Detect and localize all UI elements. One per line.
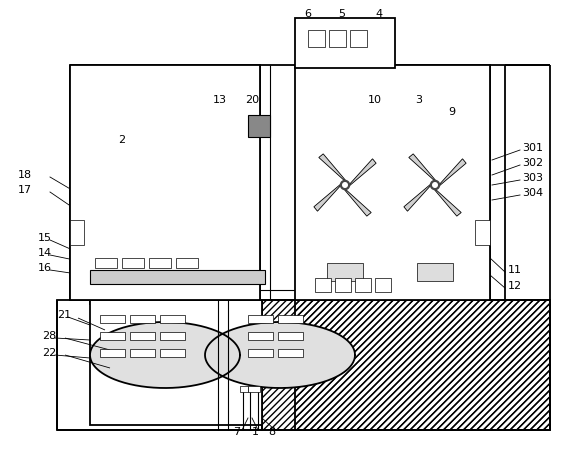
Text: 7: 7 [233, 427, 240, 437]
Text: 302: 302 [522, 158, 543, 168]
Ellipse shape [90, 322, 240, 388]
Polygon shape [319, 154, 346, 181]
Bar [295, 18, 395, 68]
Text: 18: 18 [18, 170, 32, 180]
Bar [95, 258, 117, 268]
Text: 3: 3 [415, 95, 422, 105]
Bar [295, 65, 490, 300]
Bar [160, 349, 185, 357]
Text: 4: 4 [375, 9, 382, 19]
Bar [248, 115, 270, 137]
Polygon shape [439, 159, 466, 186]
Bar [130, 315, 155, 323]
Bar [160, 332, 185, 340]
Polygon shape [409, 154, 436, 181]
Text: 304: 304 [522, 188, 543, 198]
Circle shape [343, 183, 347, 188]
Bar [130, 349, 155, 357]
Text: 12: 12 [508, 281, 522, 291]
Text: 21: 21 [57, 310, 71, 320]
Text: 11: 11 [508, 265, 522, 275]
Text: 5: 5 [338, 9, 345, 19]
Bar [278, 332, 303, 340]
Bar [248, 386, 260, 392]
Circle shape [433, 183, 437, 188]
Text: 8: 8 [269, 427, 276, 437]
Bar [327, 263, 363, 281]
Text: 22: 22 [42, 348, 56, 358]
Bar [308, 30, 325, 47]
Text: 15: 15 [38, 233, 52, 243]
Circle shape [340, 180, 350, 190]
Bar [240, 386, 248, 392]
Bar [262, 300, 550, 430]
Bar [70, 220, 84, 245]
Bar [278, 349, 303, 357]
Text: 303: 303 [522, 173, 543, 183]
Bar [248, 315, 273, 323]
Bar [90, 270, 265, 284]
Bar [100, 315, 125, 323]
Bar [278, 315, 303, 323]
Bar [335, 278, 351, 292]
Text: 2: 2 [118, 135, 125, 145]
Bar [130, 332, 155, 340]
Bar [248, 332, 273, 340]
Text: 13: 13 [213, 95, 227, 105]
Bar [417, 263, 453, 281]
Bar [295, 300, 550, 430]
Bar [100, 332, 125, 340]
Ellipse shape [205, 322, 355, 388]
Text: 6: 6 [304, 9, 311, 19]
Bar [248, 349, 273, 357]
Bar [122, 258, 144, 268]
Circle shape [431, 180, 439, 190]
Polygon shape [349, 159, 376, 186]
Text: 1: 1 [252, 427, 259, 437]
Polygon shape [345, 189, 371, 216]
Text: 16: 16 [38, 263, 52, 273]
Text: 28: 28 [42, 331, 56, 341]
Text: 20: 20 [245, 95, 259, 105]
Bar [160, 315, 185, 323]
Polygon shape [404, 184, 431, 211]
Text: 14: 14 [38, 248, 52, 258]
Text: 301: 301 [522, 143, 543, 153]
Text: 9: 9 [448, 107, 455, 117]
Bar [149, 258, 171, 268]
Polygon shape [434, 189, 461, 216]
Bar [355, 278, 371, 292]
Bar [57, 300, 262, 430]
Bar [90, 300, 262, 425]
Bar [70, 65, 260, 300]
Text: 10: 10 [368, 95, 382, 105]
Bar [176, 258, 198, 268]
Bar [100, 349, 125, 357]
Bar [329, 30, 346, 47]
Bar [375, 278, 391, 292]
Polygon shape [314, 184, 340, 211]
Text: 17: 17 [18, 185, 32, 195]
Bar [350, 30, 367, 47]
Bar [475, 220, 490, 245]
Bar [315, 278, 331, 292]
